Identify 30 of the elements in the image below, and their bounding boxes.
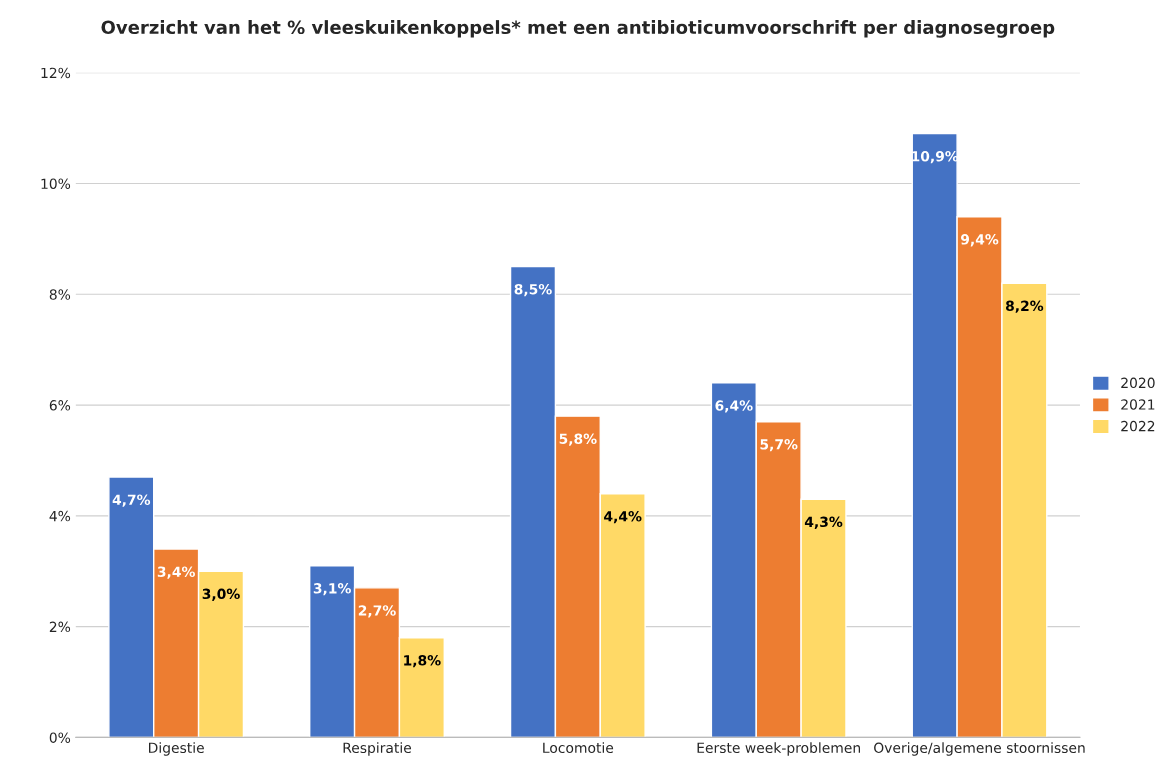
- y-tick-label: 12%: [41, 67, 71, 79]
- data-label: 4,3%: [804, 516, 843, 529]
- data-label: 4,7%: [112, 494, 151, 507]
- data-label: 9,4%: [960, 234, 999, 247]
- data-label: 5,8%: [559, 433, 597, 446]
- legend-label: 2021: [1121, 399, 1155, 410]
- y-tick-label: 6%: [49, 400, 71, 411]
- chart-title: Overzicht van het % vleeskuikenkoppels* met een antibioticumvoorschrift per diagnosegroep: [101, 20, 1055, 38]
- data-label: 1,8%: [404, 655, 441, 668]
- x-tick-label: Locomotie: [543, 742, 614, 754]
- data-label: 4,4%: [604, 511, 642, 524]
- data-label: 8,5%: [514, 283, 552, 297]
- legend-label: 2022: [1121, 420, 1155, 432]
- data-label: 2,7%: [358, 605, 396, 618]
- y-tick-label: 8%: [49, 289, 71, 300]
- data-label: 3,4%: [157, 566, 195, 579]
- y-tick-label: 2%: [49, 621, 71, 633]
- data-label: 6,4%: [715, 400, 753, 413]
- data-label: 5,7%: [760, 439, 798, 452]
- data-label: 8,2%: [1005, 300, 1044, 313]
- y-tick-label: 4%: [49, 510, 71, 522]
- x-tick-label: Eerste week-problemen: [697, 742, 860, 756]
- x-tick-label: Respiratie: [343, 742, 412, 756]
- x-tick-label: Overige/algemene stoornissen: [874, 742, 1085, 756]
- x-tick-label: Digestie: [149, 742, 204, 756]
- y-tick-label: 0%: [49, 732, 71, 743]
- data-label: 3,1%: [313, 583, 351, 596]
- legend-label: 2020: [1121, 377, 1155, 389]
- data-label: 3,0%: [202, 588, 240, 601]
- y-tick-label: 10%: [41, 178, 71, 189]
